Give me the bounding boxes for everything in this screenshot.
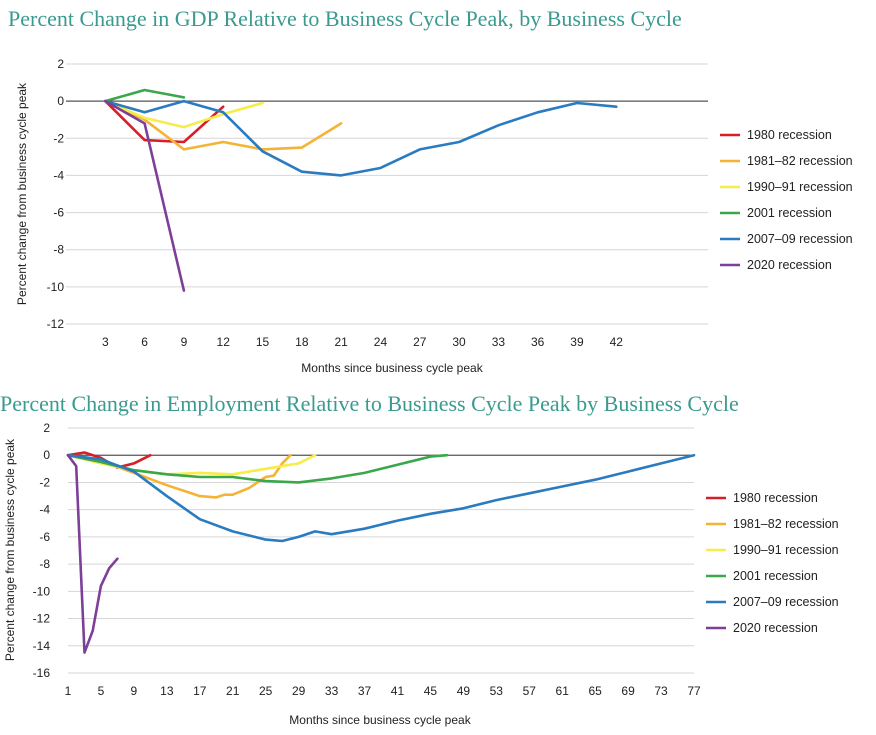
x-tick-label: 73 xyxy=(654,684,668,698)
x-tick-label: 9 xyxy=(131,684,138,698)
y-tick-label: -6 xyxy=(53,206,64,220)
x-tick-label: 42 xyxy=(610,335,624,349)
x-tick-label: 39 xyxy=(570,335,584,349)
y-tick-label: -6 xyxy=(39,530,50,544)
series-line xyxy=(104,99,225,144)
y-axis-label: Percent change from business cycle peak xyxy=(15,82,29,305)
y-tick-label: -8 xyxy=(53,243,64,257)
y-tick-label: -4 xyxy=(53,168,64,182)
series-line xyxy=(66,453,119,654)
x-tick-label: 36 xyxy=(531,335,545,349)
legend-label: 2001 recession xyxy=(747,206,832,220)
series-line xyxy=(104,99,264,129)
legend-label: 2020 recession xyxy=(733,621,818,635)
x-tick-label: 12 xyxy=(217,335,231,349)
legend-label: 2007–09 recession xyxy=(747,232,853,246)
series-line xyxy=(104,88,186,103)
x-axis-label: Months since business cycle peak xyxy=(289,713,471,727)
series-line xyxy=(66,453,696,543)
x-tick-label: 21 xyxy=(334,335,348,349)
y-tick-label: -2 xyxy=(53,131,64,145)
y-tick-label: -8 xyxy=(39,557,50,571)
y-tick-label: -14 xyxy=(33,639,51,653)
x-tick-label: 21 xyxy=(226,684,240,698)
x-tick-label: 9 xyxy=(181,335,188,349)
x-axis-label: Months since business cycle peak xyxy=(301,361,483,375)
x-tick-label: 49 xyxy=(457,684,471,698)
x-tick-label: 30 xyxy=(452,335,466,349)
y-tick-label: -4 xyxy=(39,503,50,517)
legend-label: 1981–82 recession xyxy=(733,517,839,531)
legend-label: 1990–91 recession xyxy=(733,543,839,557)
y-axis-label: Percent change from business cycle peak xyxy=(3,438,17,661)
x-tick-label: 13 xyxy=(160,684,174,698)
legend-label: 1980 recession xyxy=(733,491,818,505)
x-tick-label: 53 xyxy=(490,684,504,698)
gdp-chart: 20-2-4-6-8-10-123 6 9 12 15 18 21 24 27 30 33 36 39 4… xyxy=(15,57,853,375)
y-tick-label: -10 xyxy=(33,584,51,598)
employment-chart: 2 0 -2 -4 -6 -8 -10 -12 -14 -16 1 5 9 13 17 21 25 29 33 37 4… xyxy=(3,421,839,727)
y-tick-label: -2 xyxy=(39,475,50,489)
x-tick-label: 17 xyxy=(193,684,207,698)
x-tick-label: 5 xyxy=(98,684,105,698)
x-tick-label: 27 xyxy=(413,335,427,349)
legend-label: 1980 recession xyxy=(747,128,832,142)
x-tick-label: 45 xyxy=(424,684,438,698)
employment-chart-title: Percent Change in Employment Relative to… xyxy=(0,391,739,416)
series-line xyxy=(104,99,186,292)
x-tick-label: 15 xyxy=(256,335,270,349)
y-tick-label: -10 xyxy=(47,280,65,294)
series-line xyxy=(104,99,343,151)
legend-label: 2020 recession xyxy=(747,258,832,272)
x-tick-label: 65 xyxy=(588,684,602,698)
y-tick-label: -12 xyxy=(47,317,65,331)
x-tick-label: 69 xyxy=(621,684,635,698)
y-tick-label: -16 xyxy=(33,666,51,680)
x-tick-label: 25 xyxy=(259,684,273,698)
x-tick-label: 33 xyxy=(492,335,506,349)
y-tick-label: 0 xyxy=(43,448,50,462)
gdp-chart-title: Percent Change in GDP Relative to Busine… xyxy=(8,6,682,31)
x-tick-label: 29 xyxy=(292,684,306,698)
legend-label: 1981–82 recession xyxy=(747,154,853,168)
x-tick-label: 24 xyxy=(374,335,388,349)
y-tick-label: 2 xyxy=(43,421,50,435)
x-tick-label: 57 xyxy=(523,684,537,698)
y-tick-label: 0 xyxy=(57,94,64,108)
x-tick-label: 3 xyxy=(102,335,109,349)
y-tick-label: 2 xyxy=(57,57,64,71)
x-tick-label: 77 xyxy=(687,684,701,698)
series-line xyxy=(104,99,618,177)
x-tick-label: 37 xyxy=(358,684,372,698)
legend-label: 2007–09 recession xyxy=(733,595,839,609)
legend-label: 2001 recession xyxy=(733,569,818,583)
y-tick-label: -12 xyxy=(33,612,51,626)
x-tick-label: 41 xyxy=(391,684,405,698)
x-tick-label: 1 xyxy=(65,684,72,698)
x-tick-label: 33 xyxy=(325,684,339,698)
series-line xyxy=(66,453,449,484)
x-tick-label: 61 xyxy=(556,684,570,698)
x-tick-label: 18 xyxy=(295,335,309,349)
x-tick-label: 6 xyxy=(141,335,148,349)
legend-label: 1990–91 recession xyxy=(747,180,853,194)
